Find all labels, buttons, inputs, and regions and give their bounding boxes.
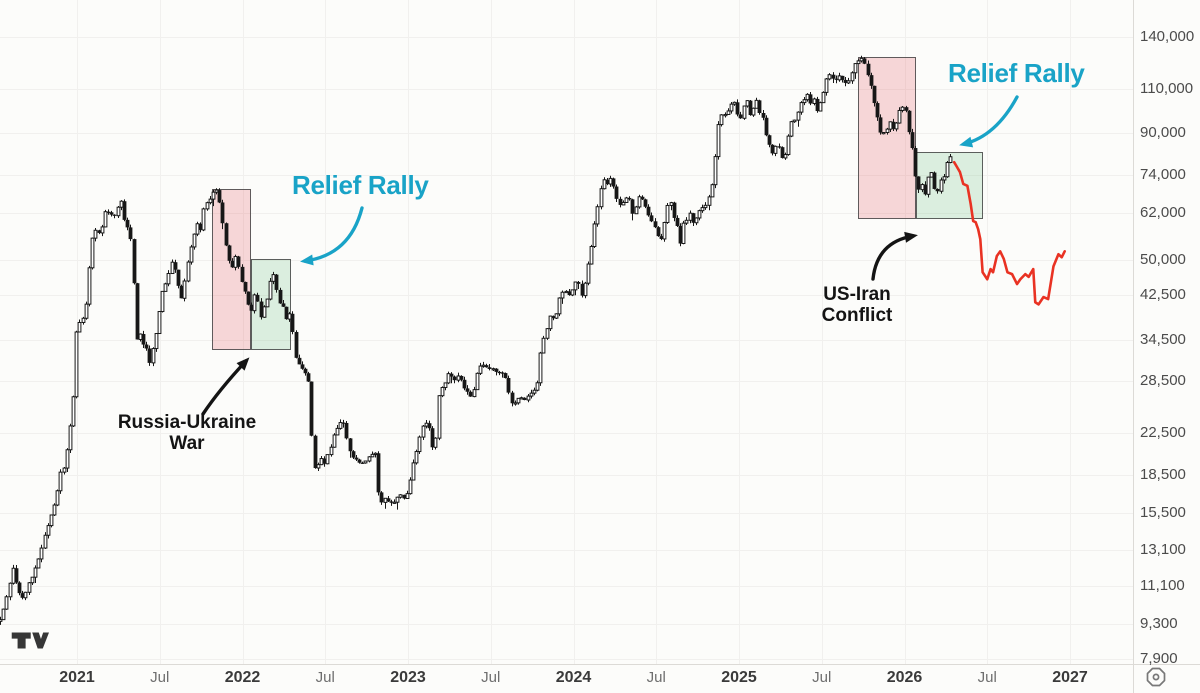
x-tick-label: Jul — [481, 669, 501, 686]
annotation-line: US-Iran — [823, 284, 891, 305]
y-tick-label: 11,100 — [1140, 576, 1185, 594]
y-tick-label: 18,500 — [1140, 465, 1186, 483]
x-tick-label: 2026 — [886, 669, 923, 686]
y-tick-label: 90,000 — [1140, 123, 1186, 141]
annotation-us-iran-conflict: US-Iran Conflict — [822, 284, 893, 326]
y-tick-label: 62,000 — [1140, 204, 1186, 222]
annotation-relief-rally-2: Relief Rally — [948, 58, 1085, 88]
y-tick-label: 9,300 — [1140, 614, 1178, 632]
x-tick-label: 2025 — [721, 669, 757, 686]
y-tick-label: 34,500 — [1140, 331, 1186, 349]
annotation-line: Conflict — [821, 305, 893, 326]
x-tick-label: 2022 — [224, 669, 261, 686]
x-tick-label: 2021 — [59, 669, 95, 686]
y-tick-label: 42,500 — [1140, 285, 1186, 303]
x-tick-label: 2024 — [555, 669, 592, 686]
tradingview-logo[interactable] — [11, 630, 49, 651]
y-tick-label: 22,500 — [1140, 423, 1186, 441]
x-tick-label: 2027 — [1052, 669, 1088, 686]
y-tick-label: 13,100 — [1140, 540, 1186, 558]
annotation-relief-rally-1: Relief Rally — [292, 170, 429, 200]
y-tick-label: 140,000 — [1140, 28, 1195, 45]
x-tick-label: Jul — [646, 669, 666, 686]
annotation-line: Russia-Ukraine — [117, 412, 257, 433]
x-tick-label: Jul — [150, 669, 170, 686]
x-tick-label: Jul — [315, 669, 335, 686]
y-tick-label: 110,000 — [1140, 80, 1194, 98]
x-tick-label: Jul — [812, 669, 832, 686]
x-tick-label: Jul — [977, 669, 997, 686]
y-tick-label: 74,000 — [1140, 165, 1186, 183]
annotation-line: War — [169, 433, 205, 454]
y-tick-label: 50,000 — [1140, 250, 1186, 268]
y-tick-label: 7,900 — [1140, 650, 1178, 668]
price-axis[interactable]: 140,000 110,000 90,000 74,000 62,000 50,000 42… — [1134, 0, 1200, 668]
x-tick-label: 2023 — [390, 669, 426, 686]
annotation-russia-ukraine-war: Russia-Ukraine War — [118, 412, 256, 454]
octagon-dot-icon[interactable] — [1145, 666, 1167, 688]
y-tick-label: 15,500 — [1140, 504, 1186, 522]
y-tick-label: 28,500 — [1140, 372, 1186, 390]
time-axis[interactable]: 2021 Jul 2022 Jul 2023 Jul 2024 Jul 2025 Jul 2026 J… — [0, 664, 1200, 693]
